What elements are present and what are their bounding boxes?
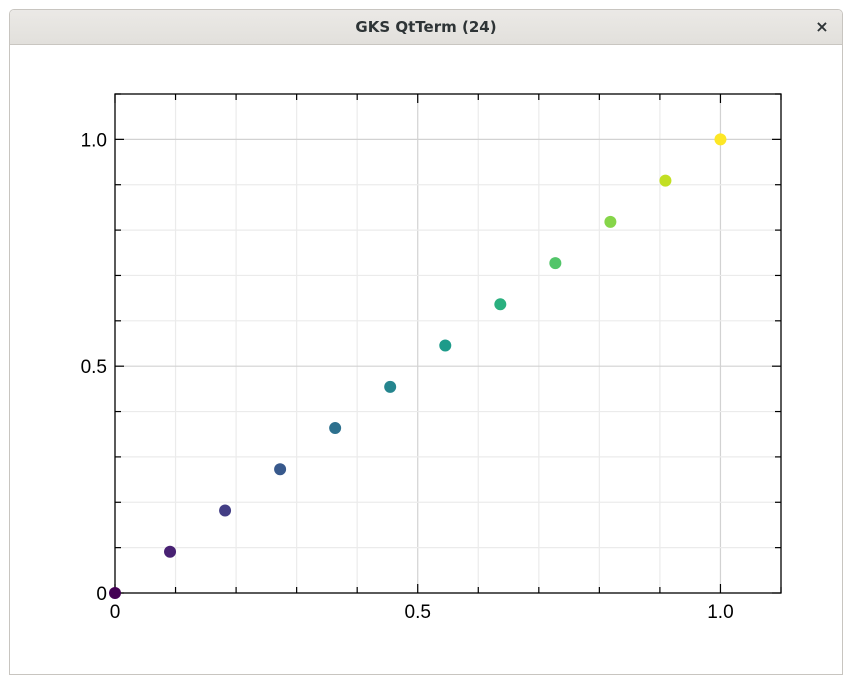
close-icon[interactable]: × — [815, 17, 829, 36]
scatter-point — [714, 133, 727, 146]
x-tick-label: 1.0 — [707, 602, 733, 623]
scatter-point — [659, 174, 672, 187]
tick-labels: 0 0.5 1.0 0 0.5 1.0 — [81, 130, 734, 623]
scatter-chart: 0 0.5 1.0 0 0.5 1.0 — [81, 93, 782, 623]
scatter-point — [109, 587, 121, 599]
y-tick-label: 0 — [96, 584, 107, 605]
scatter-point — [274, 463, 287, 476]
plot-area: 0 0.5 1.0 0 0.5 1.0 — [10, 45, 842, 674]
scatter-point — [549, 257, 562, 270]
scatter-point — [384, 380, 397, 393]
scatter-point — [164, 545, 177, 558]
scatter-point — [439, 339, 452, 352]
app-window: GKS QtTerm (24) × 0 0.5 1.0 0 0.5 1.0 — [9, 9, 843, 675]
window-title: GKS QtTerm (24) — [355, 18, 497, 36]
x-tick-label: 0 — [110, 602, 121, 623]
scatter-point — [219, 504, 232, 517]
scatter-point — [329, 422, 342, 435]
scatter-point — [604, 215, 617, 228]
title-bar[interactable]: GKS QtTerm (24) × — [10, 10, 842, 45]
scatter-point — [494, 298, 507, 311]
axis-ticks — [114, 93, 782, 594]
y-tick-label: 1.0 — [81, 130, 107, 151]
x-tick-label: 0.5 — [405, 602, 431, 623]
data-points — [109, 133, 727, 599]
axes-frame — [114, 93, 782, 594]
y-tick-label: 0.5 — [81, 357, 107, 378]
grid — [115, 94, 781, 593]
